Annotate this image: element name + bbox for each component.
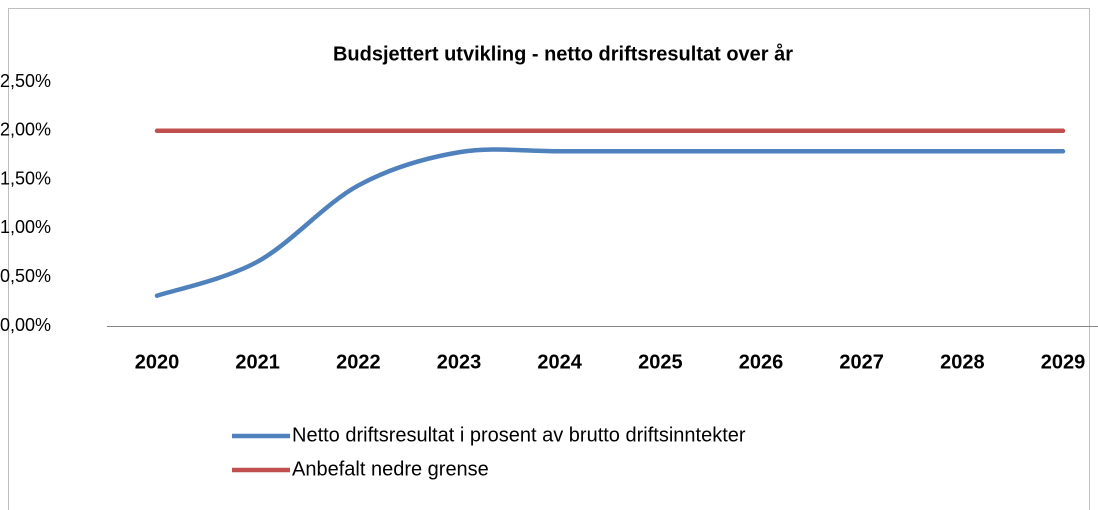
x-tick-label: 2026 — [739, 351, 784, 373]
y-tick-label: 1,50% — [0, 168, 51, 188]
y-tick-label: 0,00% — [0, 315, 51, 335]
y-tick-label: 2,50% — [0, 71, 51, 91]
x-tick-label: 2024 — [537, 351, 582, 373]
y-tick-label: 0,50% — [0, 266, 51, 286]
series-line — [154, 147, 1066, 298]
x-tick-label: 2022 — [336, 351, 381, 373]
x-tick-label: 2025 — [638, 351, 683, 373]
y-tick-label: 2,00% — [0, 120, 51, 140]
x-tick-label: 2020 — [135, 351, 180, 373]
x-tick-label: 2028 — [940, 351, 985, 373]
x-tick-label: 2029 — [1041, 351, 1086, 373]
y-tick-label: 1,00% — [0, 217, 51, 237]
x-tick-label: 2021 — [235, 351, 280, 373]
legend-label: Anbefalt nedre grense — [292, 458, 489, 480]
x-tick-label: 2027 — [839, 351, 884, 373]
chart-title: Budsjettert utvikling - netto driftsresu… — [333, 42, 793, 65]
x-tick-label: 2023 — [437, 351, 482, 373]
chart-frame — [8, 8, 1090, 510]
legend-label: Netto driftsresultat i prosent av brutto… — [292, 424, 746, 446]
